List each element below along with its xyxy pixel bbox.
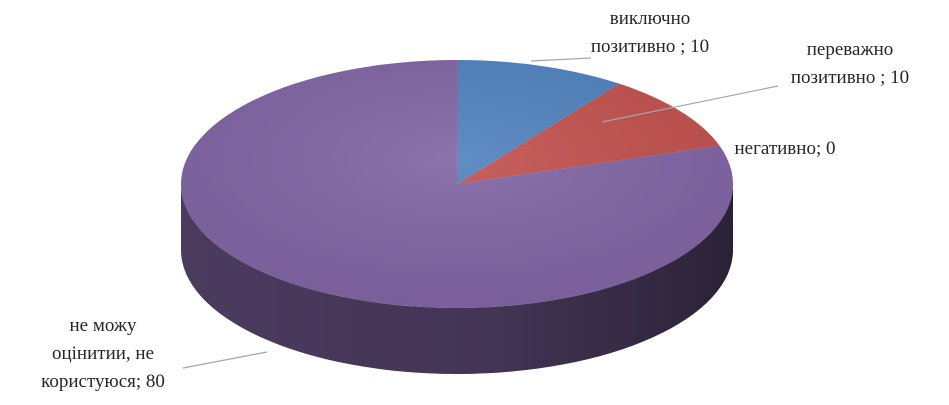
data-label-2: негативно; 0: [735, 138, 836, 159]
data-label-line: оцінитии, не: [52, 343, 154, 364]
data-label-line: виключно: [610, 8, 691, 29]
data-labels: виключно позитивно ; 10 переважно позитивно…: [41, 8, 909, 392]
data-label-line: переважно: [807, 39, 893, 60]
data-label-line: позитивно ; 10: [791, 67, 909, 88]
data-label-line: користуюся; 80: [41, 371, 165, 392]
pie-top-layer: [180, 60, 733, 308]
leader-line-3: [182, 351, 268, 369]
data-label-1: переважно позитивно ; 10: [791, 39, 909, 88]
pie-side-layer: [181, 184, 733, 374]
data-label-line: не можу: [69, 315, 137, 336]
data-label-line: позитивно ; 10: [591, 36, 709, 57]
data-label-3: не можу оцінитии, не користуюся; 80: [41, 315, 165, 392]
leader-line-0: [530, 57, 592, 62]
data-label-line: негативно; 0: [735, 138, 836, 159]
pie-top-highlight: [181, 60, 733, 308]
data-label-0: виключно позитивно ; 10: [591, 8, 709, 57]
leader-line-1: [601, 85, 779, 123]
pie-side-shade-3: [181, 184, 733, 374]
leader-lines: [182, 57, 779, 369]
